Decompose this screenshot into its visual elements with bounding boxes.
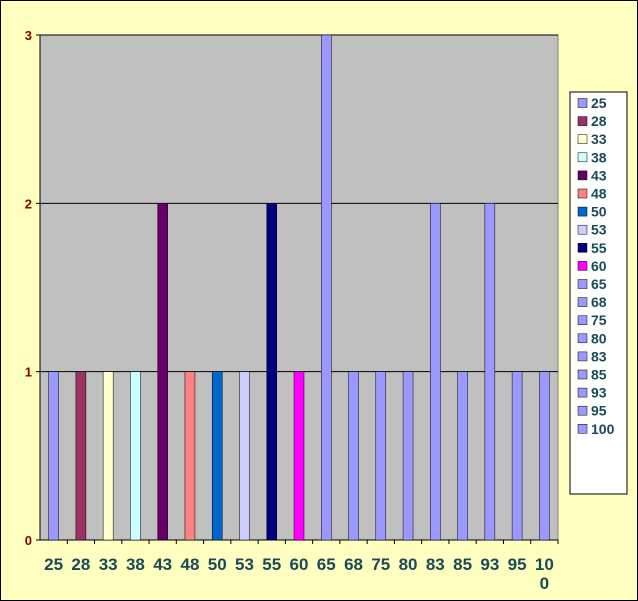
x-tick-label: 10 0	[535, 555, 554, 593]
x-tick-label: 83	[426, 555, 445, 574]
x-tick-label: 33	[99, 555, 118, 574]
x-tick-label: 50	[208, 555, 227, 574]
legend-swatch	[577, 206, 588, 217]
legend-swatch	[577, 297, 588, 307]
legend-swatch	[577, 170, 588, 181]
x-tick-label-line: 0	[540, 574, 549, 593]
bar-68	[348, 371, 359, 541]
legend-swatch	[577, 224, 588, 235]
x-tick-label: 43	[153, 555, 172, 574]
y-tick-label: 3	[25, 28, 32, 43]
legend-label: 83	[591, 348, 607, 364]
legend-label: 100	[591, 421, 615, 437]
bar-33	[102, 371, 114, 541]
legend-label: 68	[591, 294, 607, 310]
legend-label: 38	[591, 149, 607, 165]
y-tick-label: 1	[25, 365, 32, 380]
x-tick-label-line: 10	[535, 555, 554, 574]
x-tick-label: 53	[235, 555, 254, 574]
x-tick-label: 60	[290, 555, 309, 574]
bar-50	[211, 371, 223, 541]
legend-label: 95	[591, 403, 607, 419]
x-tick-label: 75	[371, 555, 390, 574]
x-tick-label: 65	[317, 555, 336, 574]
y-tick-label: 0	[25, 533, 32, 548]
bar-65	[321, 34, 332, 541]
legend-swatch	[577, 405, 588, 416]
legend-swatch	[577, 369, 588, 380]
legend-label: 33	[591, 131, 607, 147]
x-tick-label: 80	[399, 555, 418, 574]
bar-93	[484, 203, 496, 541]
bar-83	[430, 203, 441, 541]
legend-label: 25	[591, 95, 607, 111]
legend-label: 28	[591, 113, 607, 129]
legend-label: 43	[591, 167, 607, 183]
bar-55	[266, 203, 277, 541]
legend-swatch	[577, 424, 588, 434]
y-tick-label: 2	[25, 196, 32, 211]
bar-48	[184, 371, 196, 541]
x-tick-label: 55	[262, 555, 281, 574]
x-tick-label: 48	[180, 555, 199, 574]
legend-label: 55	[591, 240, 607, 256]
bar-80	[402, 371, 414, 541]
legend-swatch	[577, 261, 588, 271]
legend-swatch	[577, 134, 588, 144]
bar-75	[375, 371, 387, 541]
legend-swatch	[577, 116, 588, 126]
legend-swatch	[577, 279, 588, 289]
legend-label: 50	[591, 204, 607, 220]
legend-label: 93	[591, 385, 607, 401]
legend-swatch	[577, 98, 588, 108]
legend-label: 65	[591, 276, 607, 292]
legend-label: 60	[591, 258, 607, 274]
x-tick-label: 25	[44, 555, 63, 574]
x-tick-label: 28	[71, 555, 90, 574]
bar-100	[539, 371, 550, 541]
bar-60	[293, 371, 305, 541]
bar-85	[457, 371, 468, 541]
legend-swatch	[577, 333, 588, 344]
legend-label: 75	[591, 312, 607, 328]
legend-swatch	[577, 188, 588, 199]
legend-swatch	[577, 387, 588, 398]
legend-swatch	[577, 315, 588, 325]
x-tick-label: 38	[126, 555, 145, 574]
x-tick-label: 93	[480, 555, 499, 574]
bar-43	[157, 203, 168, 541]
legend-label: 48	[591, 186, 607, 202]
x-tick-label: 95	[508, 555, 527, 574]
legend-swatch	[577, 152, 588, 163]
legend-label: 53	[591, 222, 607, 238]
bar-28	[75, 371, 87, 541]
bar-95	[511, 371, 523, 541]
legend-swatch	[577, 243, 588, 253]
legend-swatch	[577, 351, 588, 362]
bar-38	[130, 371, 141, 541]
x-tick-label: 85	[453, 555, 472, 574]
legend-label: 85	[591, 367, 607, 383]
x-tick-label: 68	[344, 555, 363, 574]
bar-25	[48, 371, 59, 541]
legend-label: 80	[591, 330, 607, 346]
bar-53	[239, 371, 250, 541]
